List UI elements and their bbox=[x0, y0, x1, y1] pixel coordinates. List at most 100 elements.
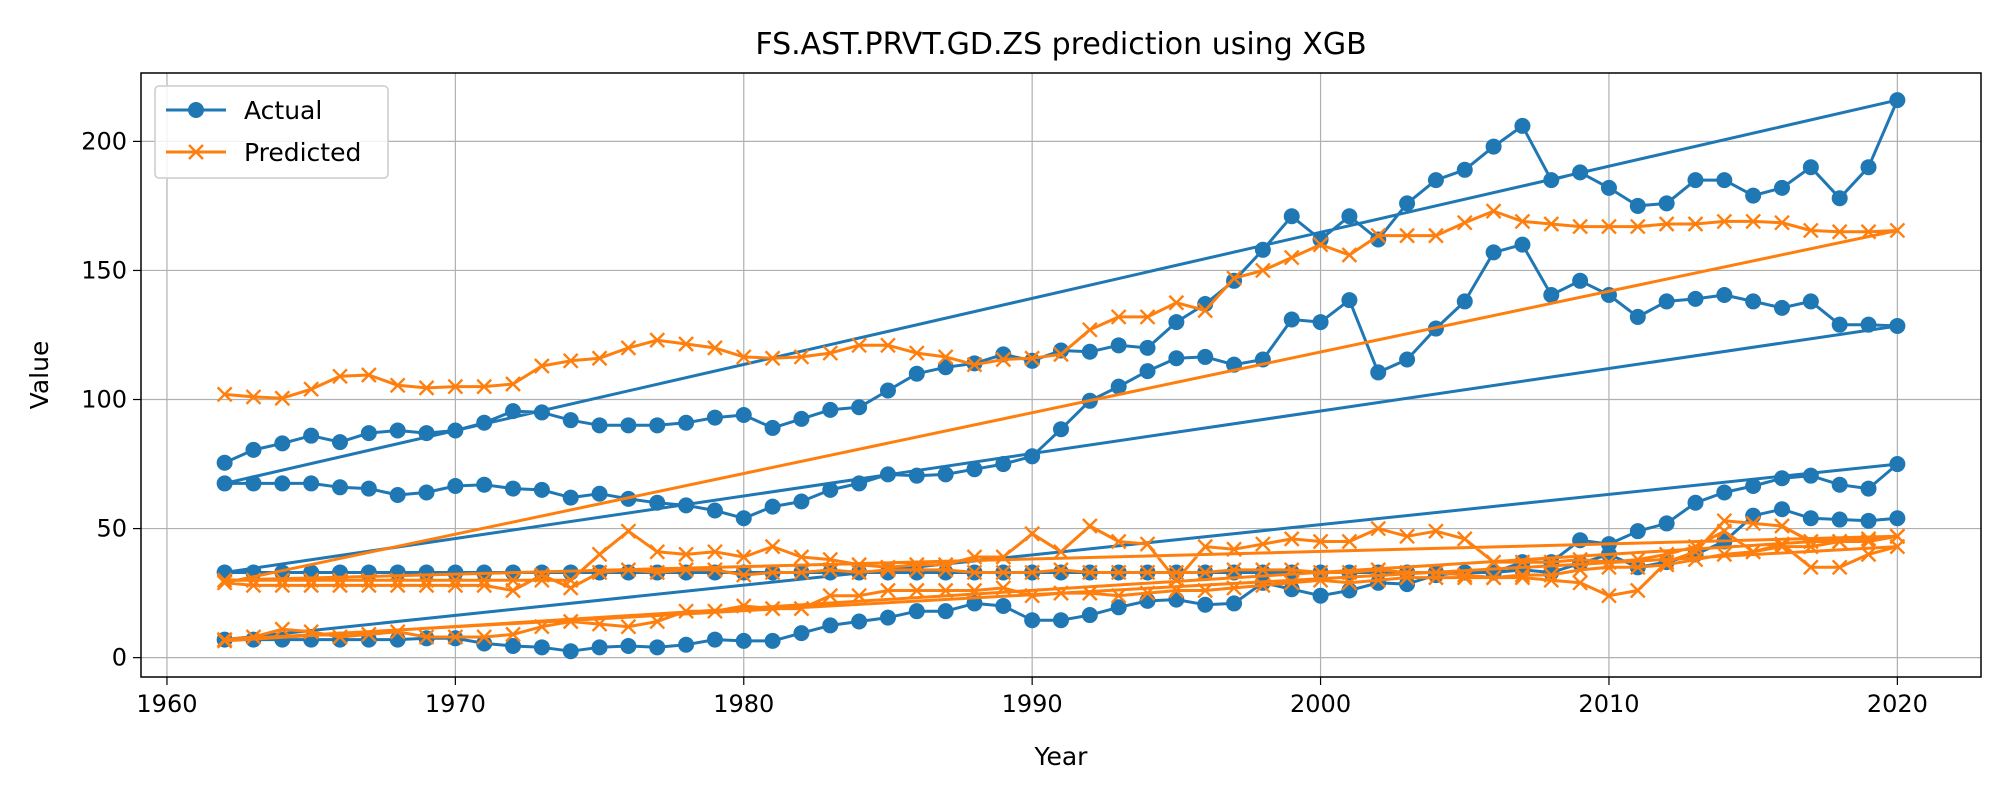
predicted-point bbox=[1283, 531, 1300, 547]
actual-point bbox=[735, 407, 752, 424]
predicted-point bbox=[793, 600, 810, 617]
predicted-point bbox=[707, 543, 723, 560]
actual-point bbox=[735, 510, 752, 527]
predicted-point bbox=[303, 572, 320, 589]
predicted-point bbox=[418, 572, 435, 589]
actual-point bbox=[1658, 515, 1675, 532]
predicted-point bbox=[332, 368, 348, 385]
predicted-point bbox=[1601, 587, 1617, 604]
actual-point bbox=[1399, 351, 1416, 368]
predicted-point bbox=[1745, 515, 1762, 532]
actual-point bbox=[1831, 190, 1848, 207]
predicted-point bbox=[1658, 556, 1675, 573]
actual-point bbox=[1860, 316, 1877, 333]
predicted-point bbox=[534, 567, 550, 583]
predicted-point bbox=[1831, 533, 1848, 550]
predicted-point bbox=[1745, 543, 1762, 560]
actual-point bbox=[1629, 523, 1646, 540]
predicted-point bbox=[534, 358, 550, 374]
predicted-point bbox=[476, 577, 493, 594]
predicted-point bbox=[735, 349, 752, 365]
predicted-point bbox=[332, 572, 348, 589]
predicted-point bbox=[591, 350, 608, 367]
predicted-point bbox=[1168, 294, 1185, 311]
predicted-point bbox=[822, 345, 839, 361]
actual-point bbox=[1514, 236, 1531, 253]
actual-point bbox=[1543, 172, 1560, 189]
predicted-point bbox=[534, 618, 550, 635]
predicted-point bbox=[1572, 574, 1588, 591]
predicted-point bbox=[1053, 562, 1069, 578]
predicted-point bbox=[1716, 213, 1733, 230]
plot-frame bbox=[140, 72, 1982, 678]
predicted-point bbox=[1110, 309, 1127, 325]
predicted-point bbox=[1341, 533, 1358, 550]
predicted-point bbox=[1024, 350, 1041, 367]
predicted-point bbox=[1428, 569, 1444, 586]
predicted-point bbox=[245, 389, 262, 405]
predicted-point bbox=[447, 572, 464, 589]
predicted-point bbox=[1774, 538, 1790, 555]
actual-point bbox=[216, 475, 233, 492]
predicted-point bbox=[1629, 559, 1646, 576]
predicted-point bbox=[591, 616, 608, 632]
predicted-point bbox=[1312, 572, 1329, 589]
predicted-point bbox=[1428, 227, 1444, 244]
actual-point bbox=[418, 425, 435, 442]
predicted-point bbox=[1889, 528, 1906, 545]
predicted-point bbox=[620, 562, 637, 578]
predicted-point bbox=[360, 577, 377, 594]
predicted-point bbox=[1802, 538, 1819, 555]
predicted-point bbox=[764, 564, 781, 581]
predicted-point bbox=[1283, 574, 1300, 591]
actual-point bbox=[1139, 592, 1156, 609]
predicted-point bbox=[707, 562, 723, 578]
predicted-point bbox=[360, 626, 377, 643]
predicted-point bbox=[303, 623, 320, 640]
predicted-point bbox=[1399, 569, 1415, 586]
predicted-point bbox=[793, 349, 810, 365]
predicted-point bbox=[822, 587, 839, 604]
predicted-point bbox=[1283, 562, 1300, 578]
predicted-point bbox=[1889, 222, 1906, 239]
actual-point bbox=[937, 564, 954, 581]
actual-point bbox=[706, 631, 723, 648]
predicted-point bbox=[1399, 227, 1415, 244]
predicted-point bbox=[1802, 222, 1819, 239]
predicted-point bbox=[447, 577, 464, 594]
predicted-point bbox=[1774, 518, 1790, 534]
actual-point bbox=[245, 475, 262, 492]
actual-point bbox=[764, 632, 781, 649]
predicted-point bbox=[822, 551, 839, 568]
predicted-point bbox=[908, 582, 925, 599]
actual-point bbox=[360, 480, 377, 497]
predicted-point bbox=[1255, 562, 1271, 578]
predicted-point bbox=[1485, 569, 1502, 586]
predicted-point bbox=[389, 377, 406, 394]
predicted-point bbox=[1081, 564, 1098, 581]
predicted-point bbox=[476, 629, 493, 645]
predicted-point bbox=[1687, 216, 1704, 232]
predicted-point bbox=[649, 613, 666, 630]
actual-point bbox=[1572, 272, 1589, 289]
actual-point bbox=[937, 603, 954, 620]
actual-point bbox=[1774, 501, 1791, 518]
predicted-point bbox=[1370, 227, 1387, 244]
actual-point bbox=[1485, 138, 1502, 155]
actual-point bbox=[851, 475, 868, 492]
actual-point bbox=[1802, 510, 1819, 527]
predicted-point bbox=[966, 582, 983, 599]
predicted-point bbox=[1197, 538, 1214, 555]
actual-point bbox=[1456, 293, 1473, 310]
actual-point bbox=[1658, 195, 1675, 212]
actual-point bbox=[447, 422, 464, 439]
actual-point bbox=[591, 417, 608, 434]
actual-point bbox=[389, 564, 406, 581]
predicted-point bbox=[1370, 520, 1387, 537]
actual-point bbox=[447, 477, 464, 494]
predicted-point bbox=[1456, 531, 1473, 547]
predicted-point bbox=[1081, 518, 1098, 534]
predicted-point bbox=[1485, 203, 1502, 219]
predicted-point bbox=[1139, 585, 1156, 601]
predicted-point bbox=[1485, 554, 1502, 570]
